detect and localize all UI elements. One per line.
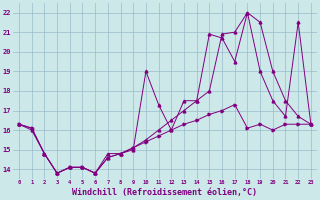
X-axis label: Windchill (Refroidissement éolien,°C): Windchill (Refroidissement éolien,°C) [72,188,258,197]
